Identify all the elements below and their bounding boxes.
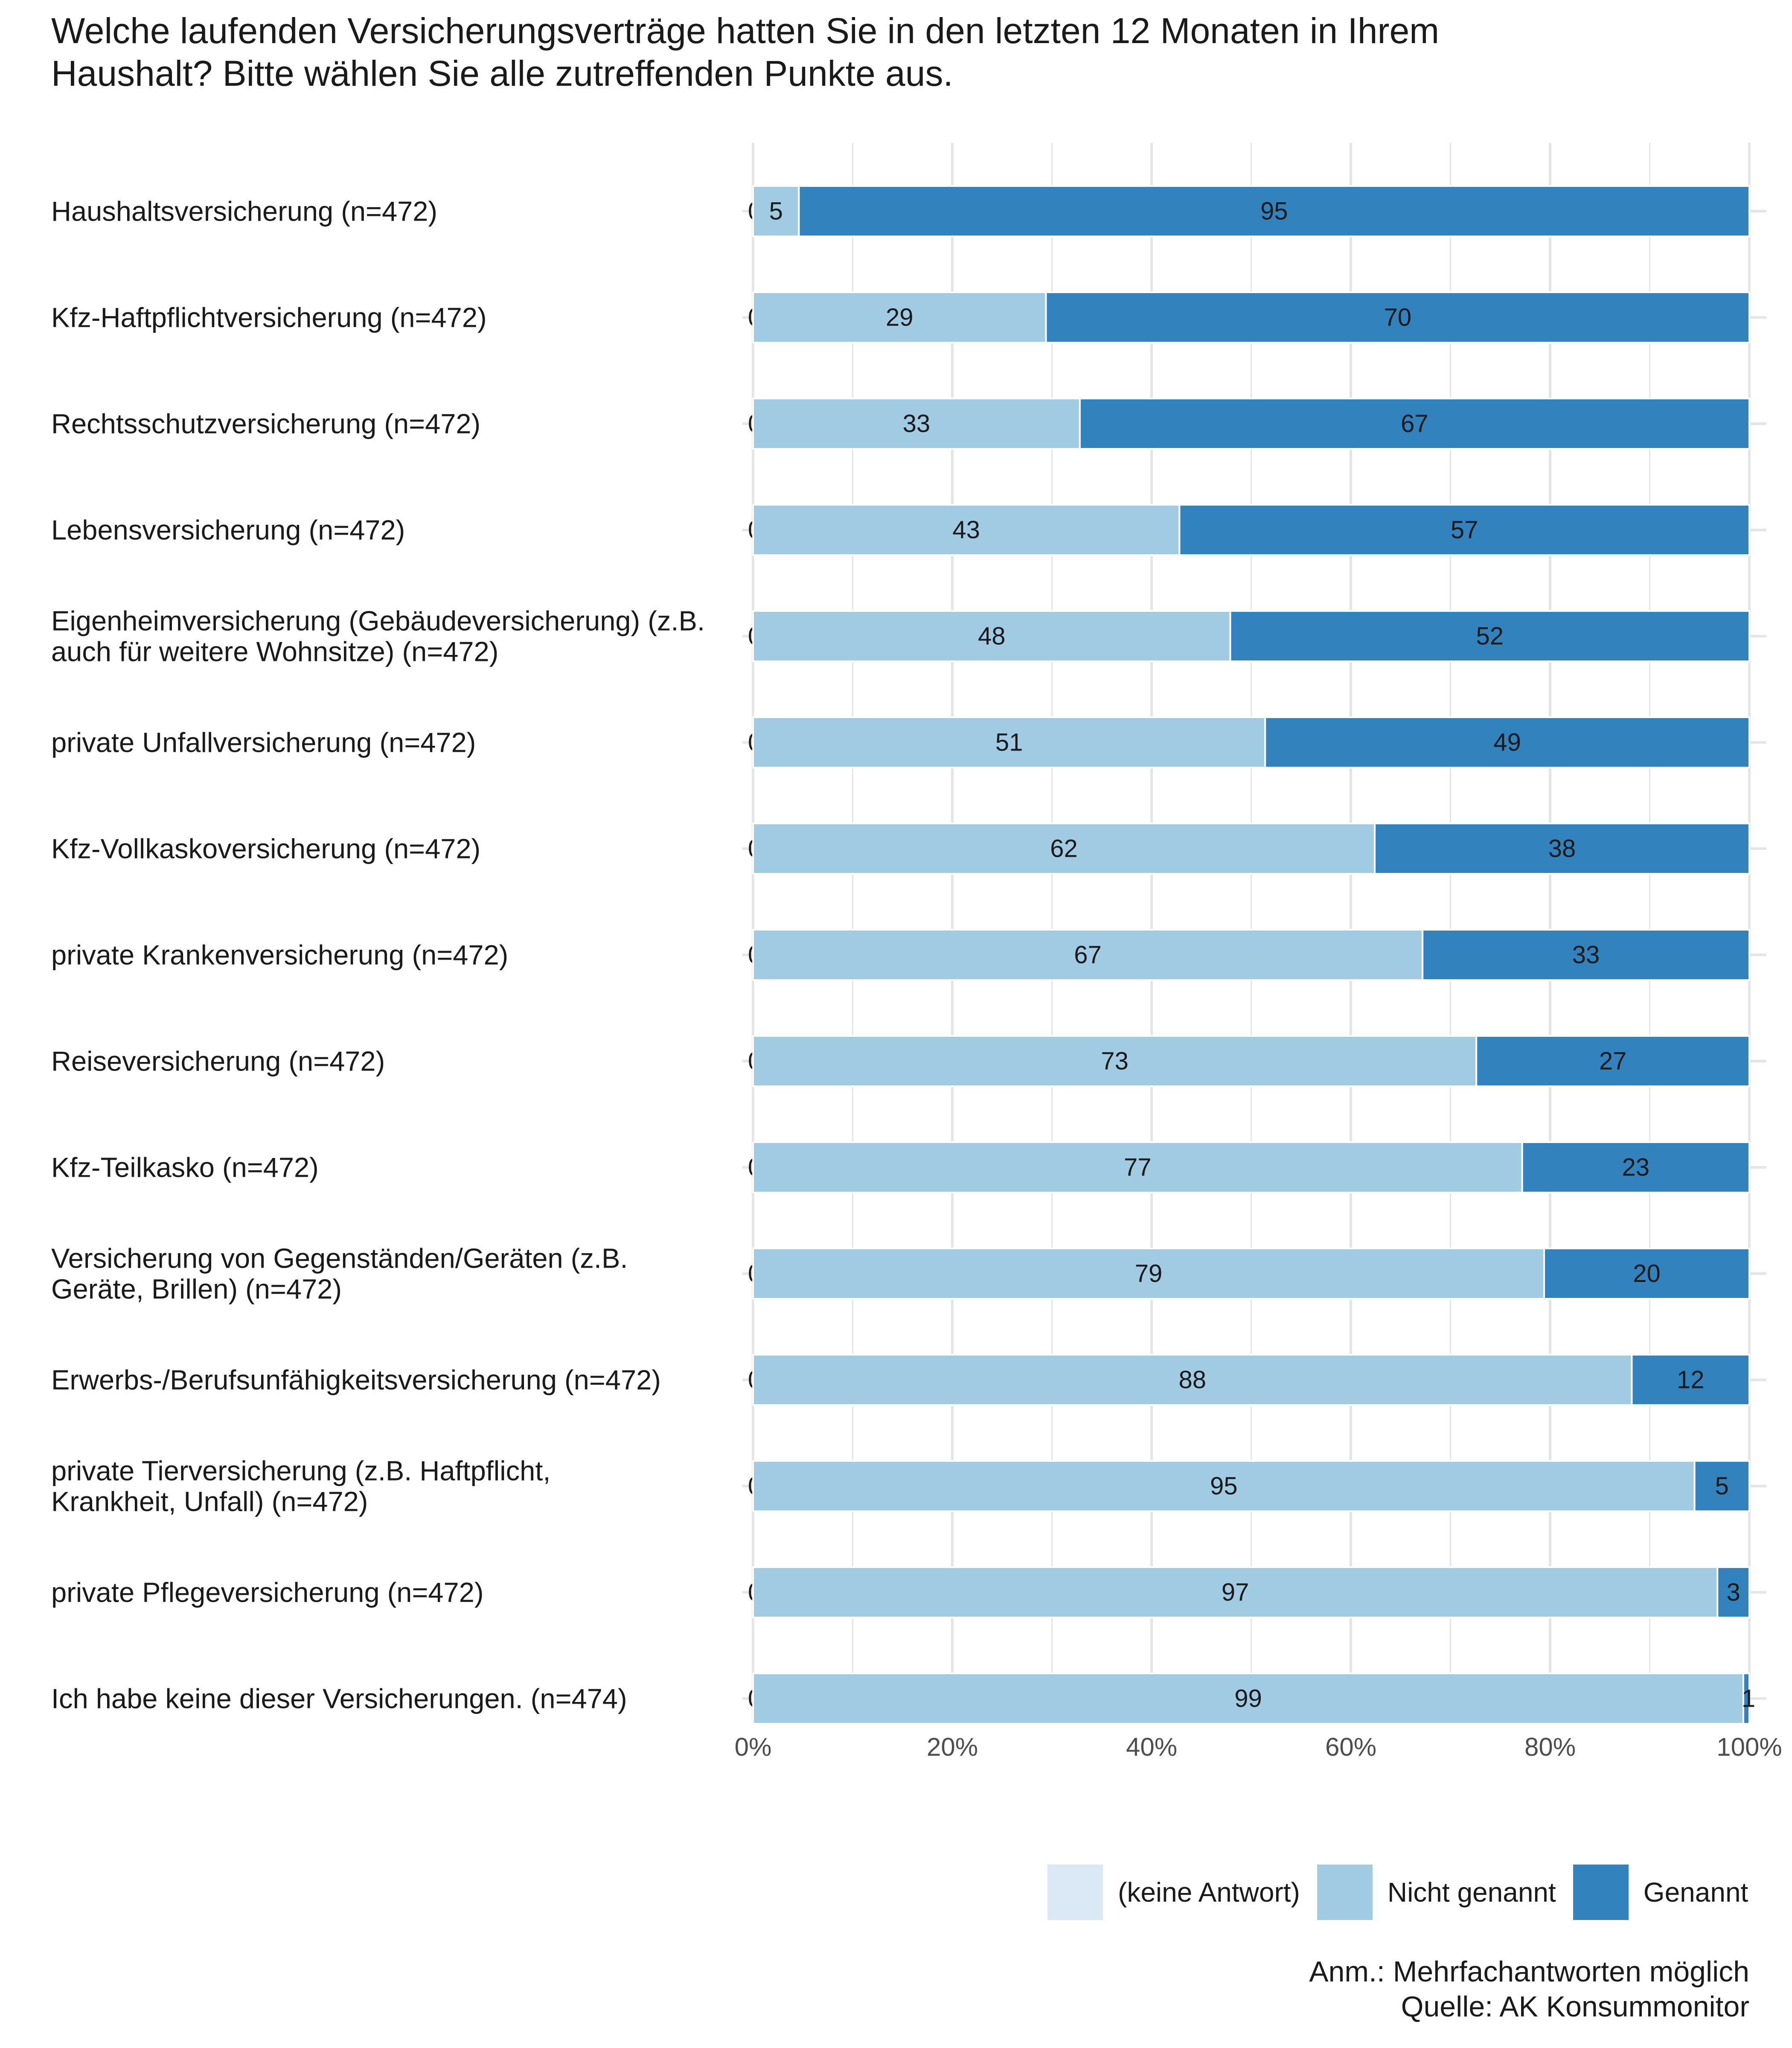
category-label: Kfz-Vollkaskoversicherung (n=472) [51,833,480,864]
data-label-genannt: 67 [1401,410,1428,438]
x-tick-label: 60% [1325,1733,1376,1761]
bar-segment-genannt [1178,504,1750,556]
bar-segment-genannt [1229,610,1751,662]
legend-swatch-genannt [1573,1865,1629,1920]
legend-item-nicht-genannt: Nicht genannt [1317,1865,1556,1920]
data-label-genannt: 33 [1572,941,1600,969]
bar-segment-genannt [798,185,1751,237]
bar-segment-nicht-genannt [752,1460,1696,1512]
data-label-genannt: 57 [1451,516,1478,544]
legend-label-keine-antwort: (keine Antwort) [1118,1877,1300,1908]
bar-segment-nicht-genannt [752,929,1424,981]
bar-segment-nicht-genannt [752,1248,1545,1300]
data-label-genannt: 1 [1742,1685,1755,1713]
data-label-genannt: 20 [1633,1260,1661,1288]
bar-segment-genannt [1374,823,1751,875]
legend: (keine Antwort) Nicht genannt Genannt [1047,1865,1765,1920]
category-label: Rechtsschutzversicherung (n=472) [51,408,480,439]
legend-item-genannt: Genannt [1573,1865,1748,1920]
stacked-bar-chart: Haushaltsversicherung (n=472)0595Kfz-Haf… [51,143,1782,1761]
category-label: private Unfallversicherung (n=472) [51,727,476,758]
data-label-genannt: 12 [1677,1366,1705,1394]
bar-segment-nicht-genannt [752,504,1181,556]
data-label-nicht-genannt: 51 [995,729,1023,756]
data-label-nicht-genannt: 97 [1222,1579,1249,1606]
category-label: private Pflegeversicherung (n=472) [51,1577,484,1608]
data-label-nicht-genannt: 43 [952,516,980,544]
data-label-genannt: 70 [1384,304,1411,332]
data-label-nicht-genannt: 88 [1178,1366,1206,1394]
data-label-genannt: 5 [1715,1472,1729,1500]
legend-swatch-keine-antwort [1047,1865,1103,1920]
category-label: private Tierversicherung (z.B. Haftpflic… [51,1455,550,1487]
bar-segment-genannt [1045,291,1750,343]
bar-segment-genannt [1079,398,1750,450]
x-tick-label: 80% [1524,1733,1576,1761]
category-label: Erwerbs-/Berufsunfähigkeitsversicherung … [51,1364,661,1396]
bar-segment-nicht-genannt [752,716,1266,768]
data-label-nicht-genannt: 95 [1210,1472,1238,1500]
category-label: private Krankenversicherung (n=472) [51,940,508,971]
legend-swatch-nicht-genannt [1317,1865,1373,1920]
bar-segment-genannt [1742,1673,1750,1725]
data-label-genannt: 95 [1260,198,1288,225]
chart-title-line-1: Welche laufenden Versicherungsverträge h… [51,11,1440,51]
data-label-genannt: 52 [1476,623,1504,650]
legend-label-nicht-genannt: Nicht genannt [1387,1877,1556,1908]
bar-segment-genannt [1543,1248,1750,1300]
data-label-nicht-genannt: 77 [1124,1154,1152,1181]
bar-segment-genannt [1631,1354,1750,1406]
category-label: Eigenheimversicherung (Gebäudeversicheru… [51,605,705,637]
chart-title: Welche laufenden Versicherungsverträge h… [51,9,1587,95]
bar-segment-nicht-genannt [752,1354,1633,1406]
data-label-genannt: 3 [1727,1579,1740,1606]
bar-segment-nicht-genannt [752,610,1231,662]
category-label: auch für weitere Wohnsitze) (n=472) [51,636,498,667]
data-label-genannt: 49 [1493,729,1521,756]
data-label-nicht-genannt: 33 [903,410,931,438]
category-label: Versicherung von Gegenständen/Geräten (z… [51,1243,628,1274]
data-label-genannt: 23 [1622,1154,1650,1181]
category-label: Kfz-Haftpflichtversicherung (n=472) [51,302,487,333]
data-label-nicht-genannt: 62 [1050,835,1078,863]
bar-segment-nicht-genannt [752,1673,1744,1725]
bar-segment-nicht-genannt [752,398,1081,450]
category-label: Reiseversicherung (n=472) [51,1046,385,1077]
chart-title-line-2: Haushalt? Bitte wählen Sie alle zutreffe… [51,53,953,93]
bar-segment-genannt [1521,1141,1751,1193]
note-source: Quelle: AK Konsummonitor [1401,1990,1749,2023]
x-tick-label: 20% [927,1733,978,1761]
x-tick-label: 0% [735,1733,772,1761]
data-label-nicht-genannt: 73 [1101,1047,1129,1075]
category-label: Kfz-Teilkasko (n=472) [51,1152,319,1183]
data-label-nicht-genannt: 67 [1074,941,1102,969]
bar-segment-nicht-genannt [752,1566,1719,1618]
bar-segment-genannt [1475,1035,1750,1087]
x-tick-label: 100% [1716,1733,1782,1761]
category-label: Ich habe keine dieser Versicherungen. (n… [51,1683,627,1714]
bar-segment-genannt [1264,716,1750,768]
bar-segment-genannt [1693,1460,1750,1512]
category-label: Geräte, Brillen) (n=472) [51,1274,342,1305]
category-label: Haushaltsversicherung (n=472) [51,196,437,227]
category-label: Lebensversicherung (n=472) [51,515,405,546]
legend-item-keine-antwort: (keine Antwort) [1047,1865,1300,1920]
bar-segment-nicht-genannt [752,1035,1478,1087]
data-label-genannt: 38 [1548,835,1576,863]
legend-label-genannt: Genannt [1643,1877,1748,1908]
data-label-nicht-genannt: 5 [769,198,783,225]
bar-segment-genannt [1422,929,1751,981]
data-label-genannt: 27 [1599,1047,1627,1075]
data-label-nicht-genannt: 48 [978,623,1006,650]
bar-segment-nicht-genannt [752,291,1047,343]
data-label-nicht-genannt: 99 [1234,1685,1262,1713]
x-tick-label: 40% [1126,1733,1177,1761]
data-label-nicht-genannt: 29 [886,304,913,332]
note-annotation: Anm.: Mehrfachantworten möglich [1309,1955,1749,1988]
category-label: Krankheit, Unfall) (n=472) [51,1486,368,1517]
bar-segment-genannt [1716,1566,1751,1618]
chart-notes: Anm.: Mehrfachantworten möglich Quelle: … [1309,1954,1749,2024]
data-label-nicht-genannt: 79 [1135,1260,1163,1288]
